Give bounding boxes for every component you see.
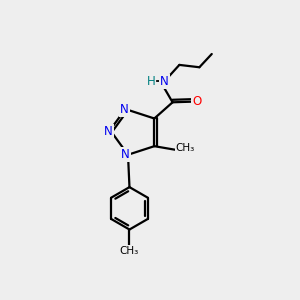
Text: H: H bbox=[147, 75, 155, 88]
Text: CH₃: CH₃ bbox=[176, 143, 195, 153]
Text: CH₃: CH₃ bbox=[120, 246, 139, 256]
Text: N: N bbox=[160, 75, 169, 88]
Text: N: N bbox=[104, 125, 112, 138]
Text: N: N bbox=[120, 103, 129, 116]
Text: O: O bbox=[192, 95, 201, 108]
Text: N: N bbox=[121, 148, 130, 160]
